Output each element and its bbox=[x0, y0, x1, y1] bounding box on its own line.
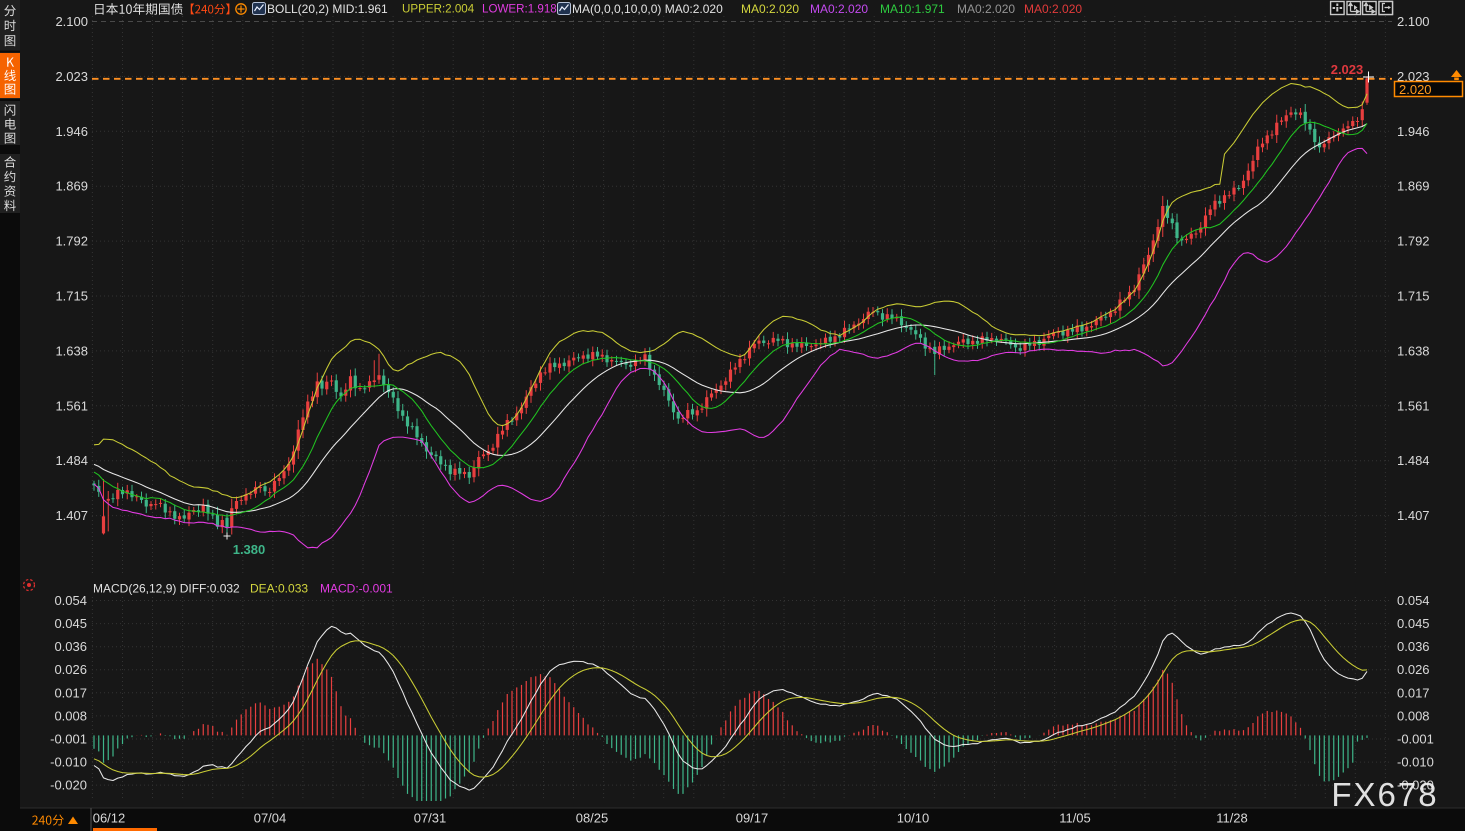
svg-text:2.100: 2.100 bbox=[55, 14, 88, 29]
svg-text:1.407: 1.407 bbox=[1397, 508, 1430, 523]
svg-text:1.792: 1.792 bbox=[1397, 234, 1430, 249]
svg-text:0.008: 0.008 bbox=[54, 708, 87, 723]
svg-text:1.946: 1.946 bbox=[55, 124, 88, 139]
svg-text:2.023: 2.023 bbox=[1397, 69, 1430, 84]
svg-text:1.561: 1.561 bbox=[55, 398, 88, 413]
svg-text:MA0:2.020: MA0:2.020 bbox=[957, 2, 1015, 16]
svg-text:-0.001: -0.001 bbox=[50, 731, 87, 746]
svg-text:1.484: 1.484 bbox=[1397, 453, 1430, 468]
svg-text:0.054: 0.054 bbox=[1397, 593, 1430, 608]
svg-text:DEA:0.033: DEA:0.033 bbox=[250, 582, 308, 596]
svg-text:11/05: 11/05 bbox=[1059, 811, 1091, 826]
svg-text:-0.001: -0.001 bbox=[1397, 731, 1434, 746]
svg-text:-0.010: -0.010 bbox=[50, 755, 87, 770]
svg-text:07/04: 07/04 bbox=[254, 811, 287, 826]
svg-text:MACD:-0.001: MACD:-0.001 bbox=[320, 582, 393, 596]
svg-text:-0.020: -0.020 bbox=[1397, 778, 1434, 793]
svg-text:06/12: 06/12 bbox=[93, 811, 126, 826]
svg-text:1.869: 1.869 bbox=[55, 179, 88, 194]
svg-text:-0.020: -0.020 bbox=[50, 778, 87, 793]
svg-text:UPPER:2.004: UPPER:2.004 bbox=[402, 3, 475, 16]
svg-text:0.017: 0.017 bbox=[1397, 685, 1430, 700]
svg-text:09/17: 09/17 bbox=[736, 811, 769, 826]
svg-text:10/10: 10/10 bbox=[897, 811, 930, 826]
svg-text:2.023: 2.023 bbox=[55, 69, 88, 84]
svg-text:1.946: 1.946 bbox=[1397, 124, 1430, 139]
svg-text:MACD(26,12,9) DIFF:0.032: MACD(26,12,9) DIFF:0.032 bbox=[93, 582, 240, 596]
svg-text:1.869: 1.869 bbox=[1397, 179, 1430, 194]
svg-text:1.715: 1.715 bbox=[55, 289, 88, 304]
svg-text:0.045: 0.045 bbox=[54, 616, 87, 631]
svg-text:1.407: 1.407 bbox=[55, 508, 88, 523]
svg-text:0.017: 0.017 bbox=[54, 685, 87, 700]
svg-text:1.484: 1.484 bbox=[55, 453, 88, 468]
svg-text:2.100: 2.100 bbox=[1397, 14, 1430, 29]
svg-text:MA0:2.020: MA0:2.020 bbox=[810, 2, 868, 16]
svg-text:MA0:2.020: MA0:2.020 bbox=[1024, 2, 1082, 16]
svg-text:1.638: 1.638 bbox=[1397, 343, 1430, 358]
svg-text:BOLL(20,2) MID:1.961: BOLL(20,2) MID:1.961 bbox=[267, 2, 388, 16]
svg-text:07/31: 07/31 bbox=[414, 811, 447, 826]
svg-text:0.008: 0.008 bbox=[1397, 708, 1430, 723]
svg-text:0.036: 0.036 bbox=[1397, 639, 1430, 654]
svg-text:1.380: 1.380 bbox=[233, 542, 266, 557]
svg-text:1.638: 1.638 bbox=[55, 343, 88, 358]
svg-text:11/28: 11/28 bbox=[1216, 811, 1248, 826]
svg-text:-0.010: -0.010 bbox=[1397, 755, 1434, 770]
svg-text:LOWER:1.918: LOWER:1.918 bbox=[482, 3, 557, 16]
svg-text:0.026: 0.026 bbox=[54, 662, 87, 677]
svg-text:0.054: 0.054 bbox=[54, 593, 87, 608]
svg-text:MA10:1.971: MA10:1.971 bbox=[880, 2, 945, 16]
svg-text:2.023: 2.023 bbox=[1331, 62, 1364, 77]
svg-text:MA0:2.020: MA0:2.020 bbox=[741, 2, 799, 16]
svg-text:0.045: 0.045 bbox=[1397, 616, 1430, 631]
svg-text:MA(0,0,0,10,0,0) MA0:2.020: MA(0,0,0,10,0,0) MA0:2.020 bbox=[572, 2, 723, 16]
svg-text:2.020: 2.020 bbox=[1399, 82, 1432, 97]
svg-text:1.561: 1.561 bbox=[1397, 398, 1430, 413]
svg-text:0.036: 0.036 bbox=[54, 639, 87, 654]
svg-text:FX678: FX678 bbox=[1331, 776, 1438, 813]
svg-text:1.715: 1.715 bbox=[1397, 289, 1430, 304]
svg-text:0.026: 0.026 bbox=[1397, 662, 1430, 677]
svg-text:1.792: 1.792 bbox=[55, 234, 88, 249]
svg-text:08/25: 08/25 bbox=[576, 811, 609, 826]
